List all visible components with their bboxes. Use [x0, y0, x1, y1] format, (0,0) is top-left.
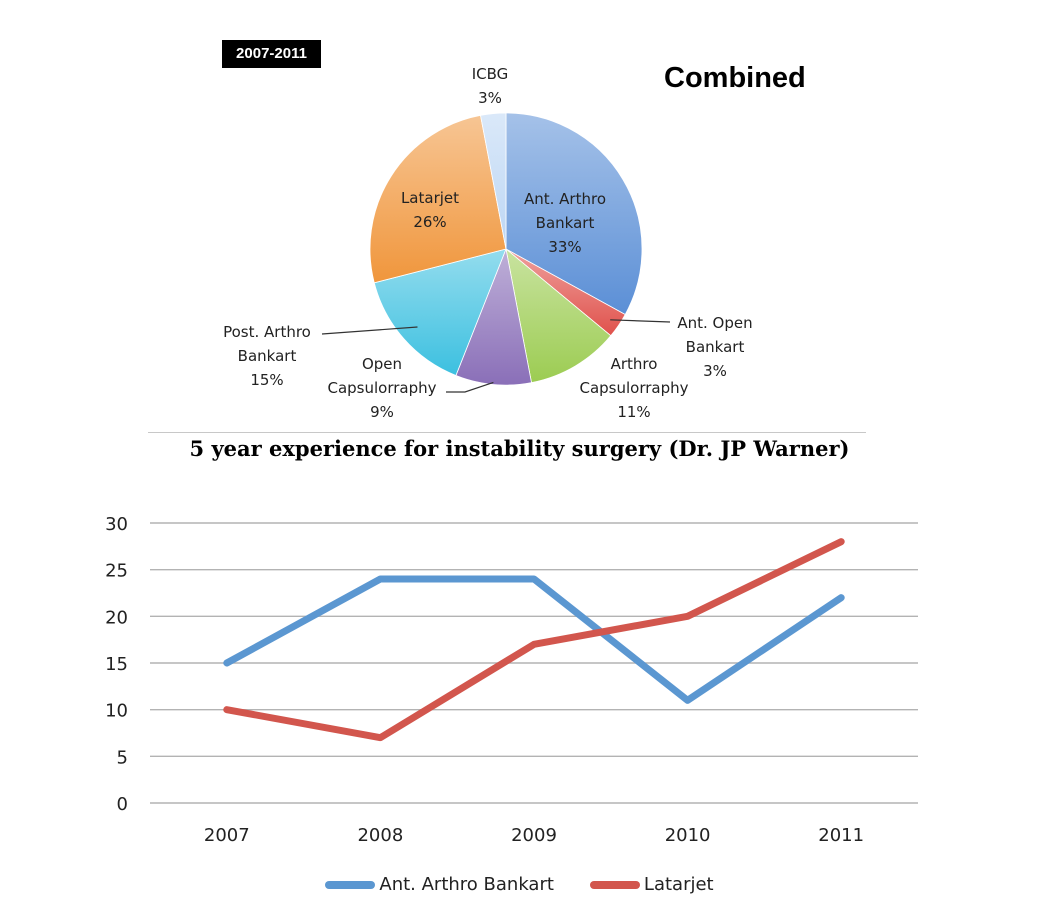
date-range-badge: 2007-2011 [222, 40, 321, 68]
pie-label-latarjet-pct: 26% [413, 213, 447, 231]
pie-slice-post-arthro-bankart [373, 248, 507, 376]
y-tick-label-20: 20 [105, 607, 128, 628]
x-tick-label-2011: 2011 [818, 825, 864, 846]
y-tick-label-10: 10 [105, 701, 128, 722]
pie-label-icbg-name: ICBG [471, 65, 509, 83]
pie-label-open-capsulorraphy-line1: Open [361, 355, 403, 373]
pie-label-ant-open-bankart-pct: 3% [703, 362, 727, 380]
pie-label-open-capsulorraphy: Open Capsulorraphy 9% [312, 352, 452, 424]
pie-label-ant-open-bankart-line1: Ant. Open [677, 314, 753, 332]
legend-swatch-latarjet [589, 880, 640, 889]
pie-label-icbg: ICBG 3% [440, 62, 540, 110]
y-tick-label-25: 25 [105, 561, 128, 582]
pie-label-arthro-capsulorraphy: Arthro Capsulorraphy 11% [564, 352, 704, 424]
pie-slice-icbg [480, 112, 507, 250]
x-tick-label-2009: 2009 [511, 825, 557, 846]
legend-swatch-ant-arthro-bankart [325, 880, 376, 889]
figure-caption: 5 year experience for instability surger… [189, 436, 850, 461]
pie-label-arthro-capsulorraphy-pct: 11% [617, 403, 651, 421]
pie-label-post-arthro-bankart-line1: Post. Arthro [223, 323, 311, 341]
pie-slice-arthro-capsulorraphy [505, 247, 612, 384]
legend-item-latarjet: Latarjet [589, 874, 714, 895]
line-chart-legend: Ant. Arthro Bankart Latarjet [0, 874, 1039, 895]
line-chart: 0 5 10 15 20 25 30 2007 2008 2009 2010 2011 [105, 514, 918, 846]
pie-label-post-arthro-bankart: Post. Arthro Bankart 15% [207, 320, 327, 392]
y-tick-label-5: 5 [117, 747, 128, 768]
pie-label-ant-arthro-bankart-line1: Ant. Arthro [523, 190, 607, 208]
pie-label-latarjet: Latarjet 26% [370, 186, 490, 234]
x-tick-label-2010: 2010 [665, 825, 711, 846]
series-line-latarjet [223, 538, 845, 742]
pie-label-open-capsulorraphy-pct: 9% [370, 403, 394, 421]
y-tick-label-0: 0 [117, 794, 128, 815]
pie-chart-title: Combined [664, 62, 806, 94]
pie-label-open-capsulorraphy-line2: Capsulorraphy [327, 379, 437, 397]
legend-label-latarjet: Latarjet [643, 874, 714, 895]
x-tick-label-2008: 2008 [357, 825, 403, 846]
pie-label-ant-open-bankart-line2: Bankart [685, 338, 745, 356]
pie-slice-latarjet [369, 114, 507, 284]
pie-label-ant-arthro-bankart-pct: 33% [548, 238, 582, 256]
leader-open-capsulorraphy [446, 381, 494, 393]
section-divider [148, 432, 866, 433]
pie-chart: ICBG 3% Latarjet 26% Ant. Arthro Bankart… [0, 0, 1039, 430]
leader-post-arthro-bankart [321, 326, 418, 335]
pie-label-icbg-pct: 3% [478, 89, 502, 107]
legend-label-ant-arthro-bankart: Ant. Arthro Bankart [379, 874, 554, 895]
pie-label-post-arthro-bankart-line2: Bankart [237, 347, 297, 365]
y-tick-label-15: 15 [105, 654, 128, 675]
pie-label-ant-arthro-bankart: Ant. Arthro Bankart 33% [505, 187, 625, 259]
x-tick-label-2007: 2007 [204, 825, 250, 846]
pie-label-arthro-capsulorraphy-line2: Capsulorraphy [579, 379, 689, 397]
pie-label-ant-arthro-bankart-line2: Bankart [535, 214, 595, 232]
pie-slice-ant-arthro-bankart [505, 112, 643, 316]
pie-label-ant-open-bankart: Ant. Open Bankart 3% [660, 311, 770, 383]
pie-label-latarjet-name: Latarjet [400, 189, 460, 207]
pie-chart-svg [321, 112, 671, 393]
leader-ant-open-bankart [610, 319, 671, 323]
y-tick-label-30: 30 [105, 514, 128, 535]
pie-label-post-arthro-bankart-pct: 15% [250, 371, 284, 389]
pie-label-arthro-capsulorraphy-line1: Arthro [610, 355, 658, 373]
legend-item-ant-arthro-bankart: Ant. Arthro Bankart [325, 874, 554, 895]
series-line-ant-arthro-bankart [223, 575, 845, 704]
